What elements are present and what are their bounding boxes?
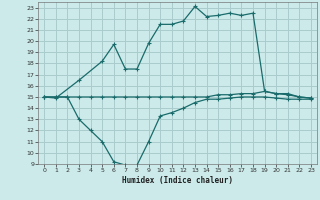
X-axis label: Humidex (Indice chaleur): Humidex (Indice chaleur) bbox=[122, 176, 233, 185]
